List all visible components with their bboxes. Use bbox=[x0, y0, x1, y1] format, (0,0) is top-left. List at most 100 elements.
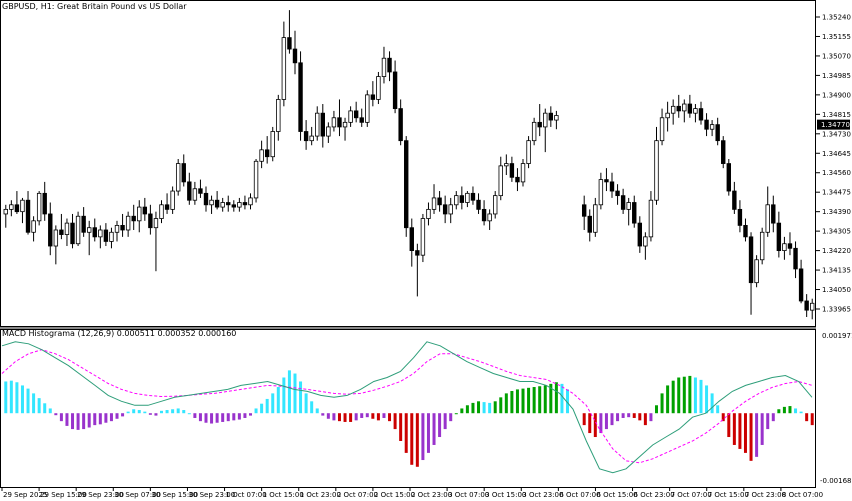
macd-histogram-bar bbox=[337, 413, 341, 422]
macd-histogram-bar bbox=[749, 413, 753, 461]
macd-histogram-bar bbox=[221, 413, 225, 422]
macd-histogram-bar bbox=[232, 413, 236, 421]
macd-histogram-bar bbox=[382, 413, 386, 418]
candle-body bbox=[465, 192, 470, 203]
macd-histogram-bar bbox=[616, 413, 620, 422]
macd-histogram-bar bbox=[276, 387, 280, 414]
time-label: 6 Oct 07:00 bbox=[559, 491, 600, 499]
candle-body bbox=[309, 135, 314, 142]
symbol-title: GBPUSD, H1: Great Britain Pound vs US Do… bbox=[2, 2, 187, 11]
candle-body bbox=[87, 227, 92, 233]
macd-histogram-bar bbox=[388, 413, 392, 422]
macd-histogram-bar bbox=[354, 413, 358, 421]
candle-body bbox=[342, 121, 348, 128]
candle-body bbox=[159, 204, 164, 219]
macd-histogram-bar bbox=[32, 393, 36, 414]
candle-body bbox=[404, 140, 409, 229]
candle-body bbox=[148, 213, 153, 229]
macd-histogram-bar bbox=[371, 413, 375, 419]
candle-body bbox=[726, 163, 731, 192]
candle-body bbox=[298, 62, 303, 132]
macd-histogram-bar bbox=[171, 409, 175, 414]
macd-histogram-bar bbox=[627, 413, 631, 418]
candle-body bbox=[231, 204, 237, 208]
macd-histogram-bar bbox=[404, 413, 408, 453]
candle-body bbox=[798, 268, 804, 302]
price-label: 1.34135 bbox=[822, 267, 851, 275]
price-label: 1.34050 bbox=[822, 286, 851, 294]
candle-body bbox=[9, 204, 14, 210]
macd-histogram-bar bbox=[554, 382, 558, 414]
candle-body bbox=[509, 163, 515, 178]
candle-body bbox=[164, 204, 170, 210]
candle-body bbox=[264, 149, 270, 158]
macd-histogram-bar bbox=[376, 413, 380, 421]
candle-body bbox=[287, 37, 292, 50]
candle-body bbox=[320, 112, 325, 137]
macd-histogram-bar bbox=[755, 413, 759, 457]
macd-histogram-bar bbox=[87, 413, 91, 428]
macd-histogram-bar bbox=[710, 393, 714, 414]
macd-histogram-bar bbox=[143, 411, 147, 414]
time-label: 29 Sep 15:00 bbox=[40, 491, 87, 499]
macd-histogram-bar bbox=[293, 373, 297, 414]
candle-body bbox=[782, 243, 787, 252]
candle-body bbox=[431, 197, 437, 210]
macd-histogram-bar bbox=[310, 401, 314, 414]
candle-body bbox=[114, 225, 120, 233]
candle-body bbox=[137, 206, 142, 222]
macd-histogram-bar bbox=[582, 413, 586, 426]
macd-histogram-bar bbox=[321, 413, 325, 416]
candle-body bbox=[125, 215, 131, 231]
price-label: 1.33965 bbox=[822, 306, 851, 314]
candle-body bbox=[226, 202, 231, 206]
macd-histogram-bar bbox=[766, 413, 770, 430]
time-label: 6 Oct 23:00 bbox=[634, 491, 675, 499]
candle-body bbox=[487, 213, 492, 222]
indicator-title: MACD Histograma (12,26,9) 0.000511 0.000… bbox=[2, 329, 237, 338]
candle-body bbox=[709, 124, 715, 130]
macd-histogram-bar bbox=[460, 408, 464, 414]
candle-body bbox=[331, 117, 337, 128]
macd-histogram-bar bbox=[187, 413, 191, 415]
macd-histogram-bar bbox=[360, 413, 364, 418]
candle-body bbox=[192, 188, 198, 201]
candle-body bbox=[470, 192, 476, 201]
macd-histogram-bar bbox=[148, 413, 152, 415]
macd-histogram-bar bbox=[566, 389, 570, 414]
candle-body bbox=[181, 163, 186, 183]
candle-body bbox=[587, 215, 592, 233]
candle-body bbox=[771, 204, 776, 224]
price-label: 1.34390 bbox=[822, 208, 851, 216]
macd-histogram-bar bbox=[632, 413, 636, 418]
candle-body bbox=[170, 190, 175, 210]
price-label: 1.34985 bbox=[822, 72, 851, 80]
macd-histogram-bar bbox=[777, 409, 781, 414]
macd-histogram-bar bbox=[521, 388, 525, 414]
macd-histogram-bar bbox=[743, 413, 747, 453]
price-label: 1.35240 bbox=[822, 14, 851, 22]
macd-histogram-bar bbox=[727, 413, 731, 438]
candle-body bbox=[748, 236, 754, 284]
macd-histogram-bar bbox=[721, 413, 725, 422]
candle-body bbox=[36, 192, 42, 222]
candle-body bbox=[209, 199, 214, 206]
macd-histogram-bar bbox=[782, 406, 786, 414]
candle-body bbox=[626, 202, 631, 210]
macd-histogram-bar bbox=[165, 410, 169, 414]
macd-histogram-bar bbox=[210, 413, 214, 424]
price-label: 1.34730 bbox=[822, 130, 851, 138]
macd-histogram-bar bbox=[738, 413, 742, 449]
candle-body bbox=[670, 105, 676, 114]
candle-body bbox=[721, 140, 726, 164]
macd-histogram-bar bbox=[543, 385, 547, 414]
macd-histogram-bar bbox=[599, 413, 603, 434]
candle-body bbox=[142, 206, 148, 215]
indicator-max-label: 0.001971 bbox=[822, 332, 852, 340]
candle-body bbox=[109, 231, 114, 242]
candle-body bbox=[415, 250, 420, 256]
candle-body bbox=[504, 163, 509, 167]
candle-body bbox=[337, 117, 342, 128]
macd-histogram-bar bbox=[716, 405, 720, 414]
